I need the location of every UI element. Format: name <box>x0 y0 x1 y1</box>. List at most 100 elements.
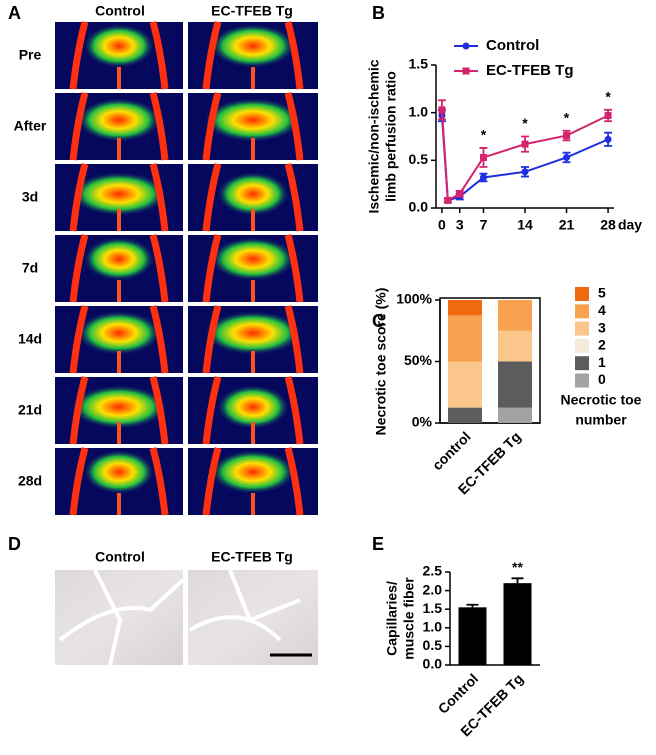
x-axis-label: day <box>618 217 642 233</box>
perfusion-limb <box>284 21 304 90</box>
perfusion-limb <box>149 21 169 90</box>
data-point <box>563 153 571 161</box>
data-point <box>521 168 529 176</box>
perfusion-blob <box>210 450 296 494</box>
data-point <box>604 135 612 143</box>
data-point <box>438 106 446 114</box>
column-title: Control <box>95 549 145 565</box>
legend-swatch <box>575 373 589 388</box>
y-tick-label: 0.0 <box>409 199 429 215</box>
row-label: 3d <box>22 189 38 205</box>
y-tick-label: 2.0 <box>423 581 443 597</box>
bar-segment <box>498 361 532 408</box>
bar-segment <box>498 330 532 362</box>
bar-segment <box>448 361 482 408</box>
perfusion-limb <box>284 234 304 303</box>
y-tick-label: 0% <box>412 414 433 430</box>
bar <box>503 583 532 665</box>
x-tick-label: 14 <box>517 217 533 233</box>
perfusion-blob <box>216 385 290 429</box>
y-tick-label: 0.5 <box>423 637 443 653</box>
perfusion-blob <box>76 311 162 355</box>
bar <box>458 607 487 665</box>
legend-label: 0 <box>598 371 606 387</box>
column-title: EC-TFEB Tg <box>211 3 293 19</box>
perfusion-limb <box>284 305 304 374</box>
perfusion-blob <box>70 172 168 216</box>
perfusion-limb <box>149 92 169 161</box>
data-point <box>456 190 464 198</box>
y-tick-label: 1.5 <box>409 56 429 72</box>
perfusion-limb <box>202 376 222 445</box>
x-tick-label: 21 <box>559 217 575 233</box>
perfusion-blob <box>216 172 290 216</box>
perfusion-blob <box>203 311 303 355</box>
panel-label: A <box>8 3 21 23</box>
y-axis-label: Capillaries/ <box>384 581 400 656</box>
column-title: EC-TFEB Tg <box>211 549 293 565</box>
legend-swatch <box>575 356 589 371</box>
panel-label: E <box>372 534 384 554</box>
y-tick-label: 1.5 <box>423 600 443 616</box>
perfusion-blob <box>76 98 162 142</box>
row-label: After <box>14 118 47 134</box>
panel-label: C <box>372 311 385 331</box>
significance-mark: * <box>605 89 611 105</box>
legend-swatch <box>575 321 589 336</box>
y-tick-label: 50% <box>404 352 433 368</box>
legend-marker <box>462 67 470 75</box>
legend-label: Control <box>486 37 539 54</box>
x-tick-label: 28 <box>600 217 616 233</box>
error-bar <box>511 577 524 584</box>
row-label: 28d <box>18 473 42 489</box>
legend-title: Necrotic toe <box>561 392 642 408</box>
perfusion-limb <box>149 163 169 232</box>
perfusion-blob <box>83 450 155 494</box>
row-label: Pre <box>19 47 42 63</box>
perfusion-limb <box>149 234 169 303</box>
y-tick-label: 1.0 <box>409 103 429 119</box>
legend-label: 1 <box>598 354 606 370</box>
column-title: Control <box>95 3 145 19</box>
bar-segment <box>498 300 532 331</box>
x-tick-label: control <box>429 428 474 473</box>
x-tick-label: 7 <box>480 217 488 233</box>
legend-swatch <box>575 338 589 353</box>
plot-frame <box>439 297 541 424</box>
histology-detail <box>58 569 301 666</box>
perfusion-limb <box>69 376 89 445</box>
row-label: 14d <box>18 331 42 347</box>
panel-label: D <box>8 534 21 554</box>
data-point <box>444 196 452 204</box>
legend-marker <box>462 42 470 50</box>
panel-label: B <box>372 3 385 23</box>
significance-mark: * <box>564 109 570 125</box>
perfusion-limb <box>69 234 89 303</box>
legend-title: number <box>575 412 627 428</box>
perfusion-blob <box>210 237 296 281</box>
perfusion-limb <box>284 163 304 232</box>
perfusion-limb <box>284 447 304 516</box>
bar-segment <box>498 407 532 423</box>
perfusion-limb <box>202 21 222 90</box>
perfusion-blob <box>203 98 303 142</box>
data-point <box>479 153 487 161</box>
perfusion-limb <box>284 92 304 161</box>
y-axis-label: muscle fiber <box>401 577 417 660</box>
perfusion-limb <box>149 305 169 374</box>
perfusion-limb <box>69 305 89 374</box>
perfusion-limb <box>202 163 222 232</box>
significance-mark: * <box>481 127 487 143</box>
perfusion-limb <box>149 447 169 516</box>
perfusion-limb <box>69 92 89 161</box>
legend-swatch <box>575 287 589 301</box>
y-tick-label: 100% <box>396 291 432 307</box>
bar-segment <box>448 315 482 362</box>
data-point <box>521 140 529 148</box>
legend-label: 2 <box>598 337 606 353</box>
perfusion-limb <box>202 92 222 161</box>
perfusion-limb <box>149 376 169 445</box>
perfusion-blob <box>83 24 155 68</box>
perfusion-limb <box>202 447 222 516</box>
